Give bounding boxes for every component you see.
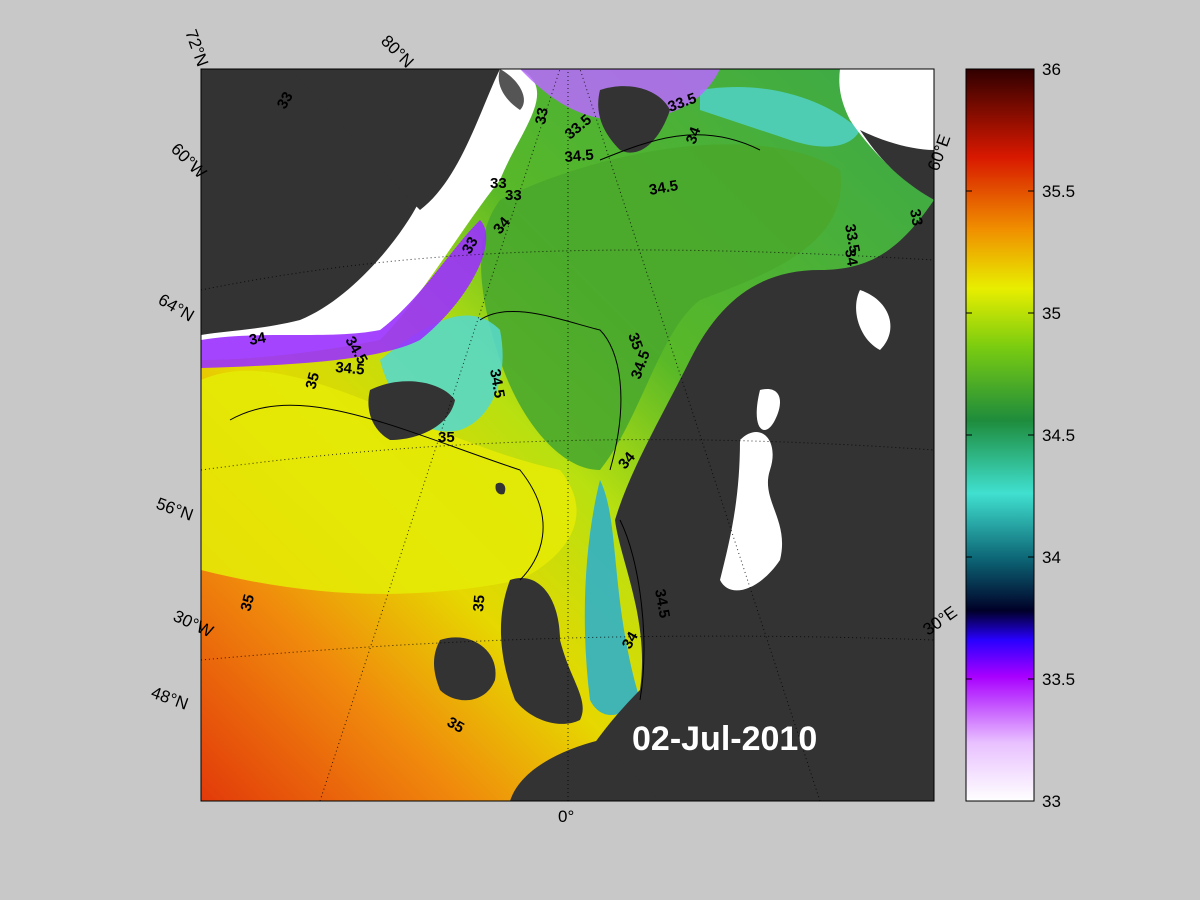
colorbar-tick-label: 34.5: [1042, 426, 1075, 445]
salinity-contours: [229, 134, 761, 701]
contour-label: 35: [302, 371, 323, 392]
great-britain-land: [500, 578, 583, 724]
graticule: [201, 69, 934, 801]
contour-label: 34: [248, 329, 268, 349]
lat-label-72n: 72°N: [181, 27, 212, 69]
colorbar-tick-label: 33: [1042, 792, 1061, 811]
white-sea: [856, 290, 891, 350]
colorbar: 33 33.5 34 34.5 35 35.5 36: [965, 60, 1075, 811]
svalbard-land: [598, 86, 670, 153]
contour-label: 34: [683, 124, 705, 146]
colorbar-tick-label: 36: [1042, 60, 1061, 79]
greenland-land: [201, 69, 420, 335]
contour-label: 34.5: [648, 177, 680, 199]
colorbar-tick-label: 33.5: [1042, 670, 1075, 689]
contour-label: 33.5: [841, 223, 863, 255]
cyan-band-north: [700, 86, 860, 147]
contour-label: 34.5: [564, 147, 595, 166]
europe-south-land: [510, 740, 660, 801]
colorbar-gradient: [966, 69, 1034, 801]
contour-label: 34.5: [651, 588, 673, 620]
bothnia-sea: [756, 389, 780, 430]
lat-label-80n: 80°N: [377, 31, 417, 71]
contour-label: 35: [470, 594, 488, 612]
greenland-north-land: [290, 69, 500, 210]
contour-label: 33: [274, 89, 297, 112]
contour-label: 33: [490, 175, 507, 192]
contour-label: 33: [906, 208, 926, 227]
colorbar-tick-label: 35: [1042, 304, 1061, 323]
svalbard-west-land: [498, 69, 524, 110]
fresh-front: [201, 220, 487, 368]
contour-label: 34.5: [335, 359, 366, 378]
colorbar-tick-label: 34: [1042, 548, 1061, 567]
baltic-sea: [720, 431, 783, 591]
contour-label: 34: [841, 248, 861, 268]
lat-label-56n: 56°N: [154, 494, 196, 525]
contour-label: 34.5: [486, 368, 508, 400]
ireland-land: [434, 637, 496, 701]
cyan-band-coast: [584, 480, 640, 715]
lon-label-0: 0°: [558, 807, 574, 826]
contour-label: 34: [619, 628, 642, 652]
contour-label: 35: [444, 714, 467, 737]
contour-label: 35: [438, 429, 455, 446]
contour-label: 35: [237, 593, 258, 614]
date-label: 02-Jul-2010: [632, 720, 817, 758]
norwegian-sea-field: [481, 144, 841, 470]
contour-label: 33: [459, 234, 482, 257]
faroe-islands: [495, 482, 506, 495]
contour-label: 33: [505, 187, 522, 204]
map-panel: [201, 69, 934, 801]
colorbar-tick-label: 35.5: [1042, 182, 1075, 201]
novaya-zemlya-land: [860, 130, 934, 200]
atlantic-salinity-core: [201, 370, 577, 594]
contour-label: 33: [532, 106, 552, 125]
colorbar-ticks: 33 33.5 34 34.5 35 35.5 36: [966, 60, 1075, 811]
lat-label-48n: 48°N: [149, 683, 191, 714]
lat-label-64n: 64°N: [155, 290, 197, 325]
contour-label: 35: [624, 331, 646, 352]
map-frame: [200, 68, 935, 802]
